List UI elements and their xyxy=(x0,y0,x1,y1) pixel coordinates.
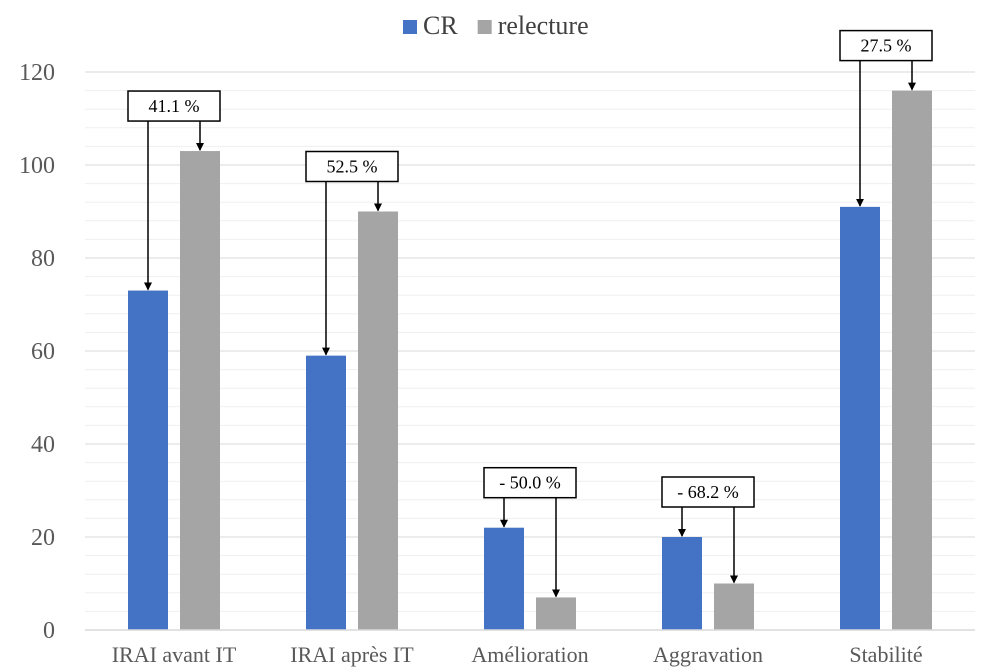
annotation-label: 52.5 % xyxy=(327,157,378,177)
bar-cr xyxy=(662,537,702,630)
axes: 0 20 40 60 80 100 120 IRAI avant IT IRAI après I… xyxy=(19,60,975,667)
x-tick-label: Stabilité xyxy=(849,642,922,667)
bars xyxy=(128,90,932,631)
bar-relecture xyxy=(714,583,754,630)
legend: CR relecture xyxy=(403,11,589,40)
y-tick-label: 0 xyxy=(43,618,55,644)
annotations: 41.1 % 52.5 % - 50.0 % - 68.2 % 27.5 % xyxy=(127,29,933,598)
x-tick-label: Amélioration xyxy=(471,642,588,667)
legend-label: relecture xyxy=(498,11,589,40)
annotation-box xyxy=(483,466,577,499)
annotation-box xyxy=(839,29,933,62)
bar-cr xyxy=(840,206,880,630)
legend-label: CR xyxy=(423,11,458,40)
annotation-label: - 50.0 % xyxy=(499,473,561,493)
y-tick-label: 100 xyxy=(19,153,55,179)
annotation-label: 41.1 % xyxy=(149,96,200,116)
annotation-box xyxy=(661,476,755,508)
bar-cr xyxy=(306,355,346,630)
gridlines xyxy=(85,71,975,612)
annotation-box xyxy=(127,90,221,122)
legend-swatch xyxy=(403,20,417,34)
x-tick-label: IRAI avant IT xyxy=(112,642,237,667)
bar-relecture xyxy=(536,597,576,630)
bar-cr xyxy=(484,527,524,630)
annotation-label: 27.5 % xyxy=(861,36,912,56)
y-tick-label: 120 xyxy=(19,60,55,86)
x-tick-label: Aggravation xyxy=(653,642,763,667)
annotation-box xyxy=(305,150,399,183)
bar-relecture xyxy=(892,90,932,631)
x-tick-label: IRAI après IT xyxy=(290,642,414,667)
y-tick-label: 20 xyxy=(31,525,55,551)
y-tick-label: 80 xyxy=(31,246,55,272)
legend-swatch xyxy=(477,20,492,34)
bar-cr xyxy=(128,290,168,630)
y-tick-label: 60 xyxy=(31,339,55,365)
bar-relecture xyxy=(180,151,220,631)
annotation-label: - 68.2 % xyxy=(677,482,739,502)
y-tick-label: 40 xyxy=(31,432,55,458)
bar-relecture xyxy=(358,211,398,630)
